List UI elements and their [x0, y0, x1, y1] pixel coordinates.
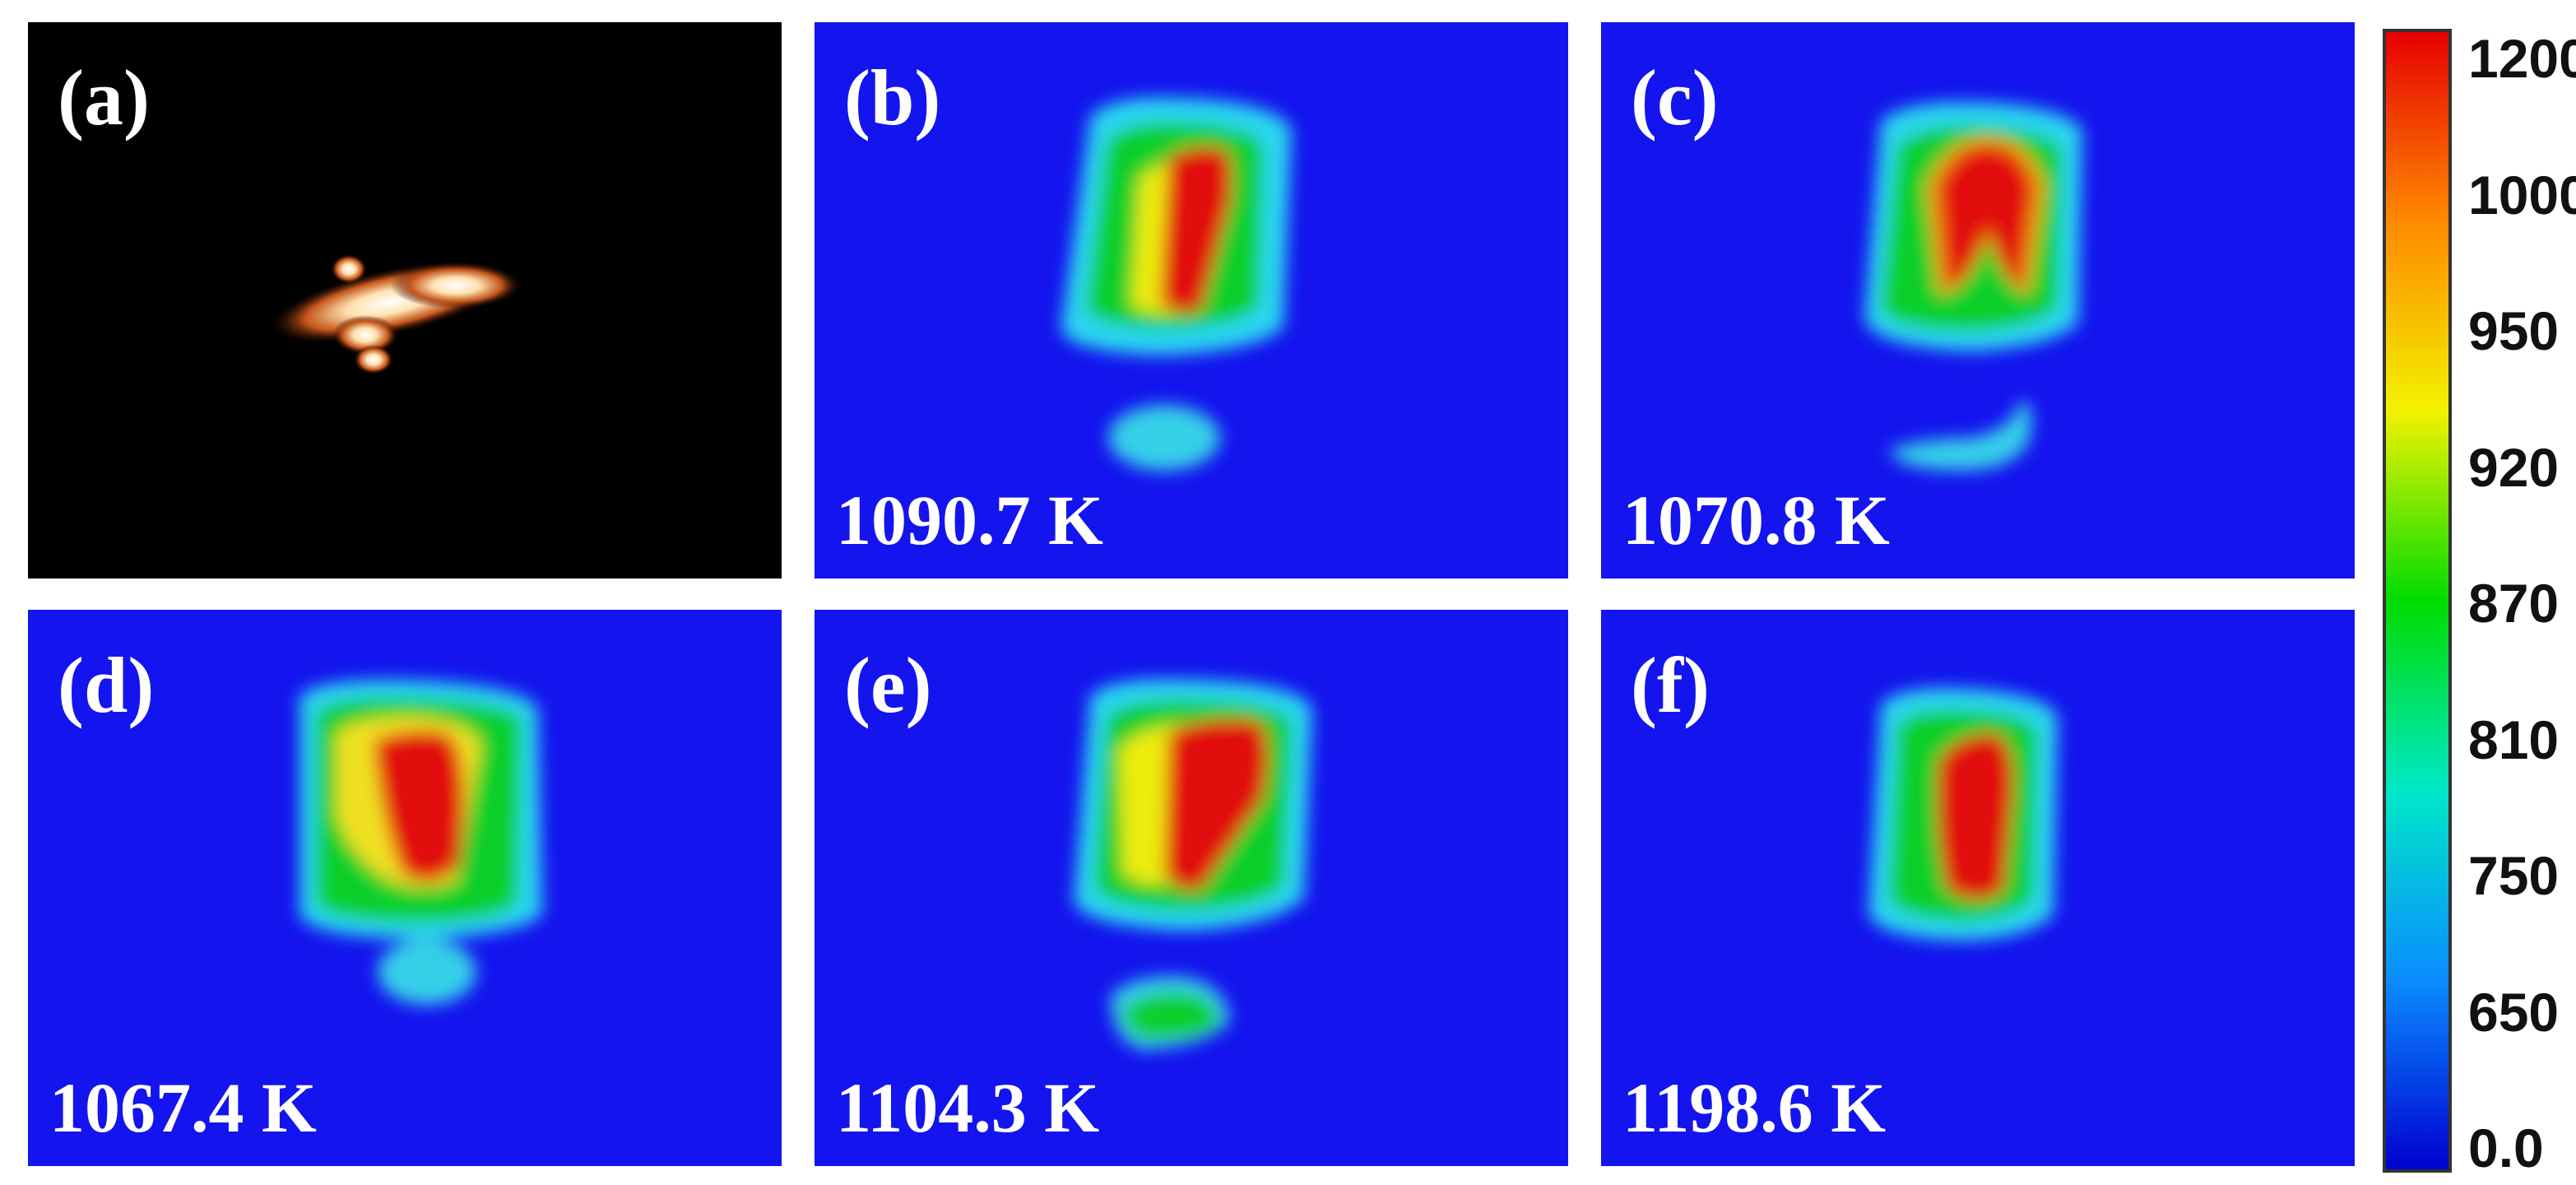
panel-a: (a) [28, 22, 782, 579]
colorbar [2383, 29, 2452, 1173]
colorbar-tick-label: 650 [2468, 981, 2560, 1043]
temperature-label: 1090.7 K [836, 481, 1103, 560]
thermal-map [1868, 688, 2058, 941]
temperature-label: 1070.8 K [1622, 481, 1890, 560]
panel-c: (c) 1070.8 K [1601, 22, 2355, 579]
colorbar-tick-label: 870 [2468, 573, 2560, 634]
colorbar-tick-label: 810 [2468, 709, 2560, 770]
panel-label: (a) [58, 53, 150, 142]
thermal-map [1074, 679, 1312, 1050]
temperature-label: 1198.6 K [1622, 1068, 1887, 1147]
panel-d: (d) 1067.4 K [28, 610, 782, 1166]
panel-label: (b) [844, 53, 941, 142]
panel-label: (c) [1631, 53, 1719, 142]
panel-label: (e) [844, 641, 932, 729]
temperature-label: 1067.4 K [49, 1068, 317, 1147]
thermal-map [1864, 101, 2082, 471]
panel-label: (f) [1631, 641, 1710, 729]
colorbar-tick-label: 1000 [2468, 164, 2576, 225]
thermal-map [1061, 97, 1292, 471]
colorbar-tick-label: 0.0 [2468, 1118, 2544, 1178]
flame-photo [269, 254, 522, 374]
colorbar-tick-label: 920 [2468, 436, 2560, 498]
panel-f: (f) 1198.6 K [1601, 610, 2355, 1166]
temperature-label: 1104.3 K [836, 1068, 1100, 1147]
thermal-map [299, 680, 542, 1005]
colorbar-tick-label: 1200 [2468, 28, 2576, 89]
panel-e: (e) 1104.3 K [815, 610, 1568, 1166]
colorbar-tick-label: 750 [2468, 845, 2560, 906]
panel-b: (b) 1090.7 K [815, 22, 1568, 579]
colorbar-tick-label: 950 [2468, 300, 2560, 361]
panel-label: (d) [58, 641, 155, 729]
